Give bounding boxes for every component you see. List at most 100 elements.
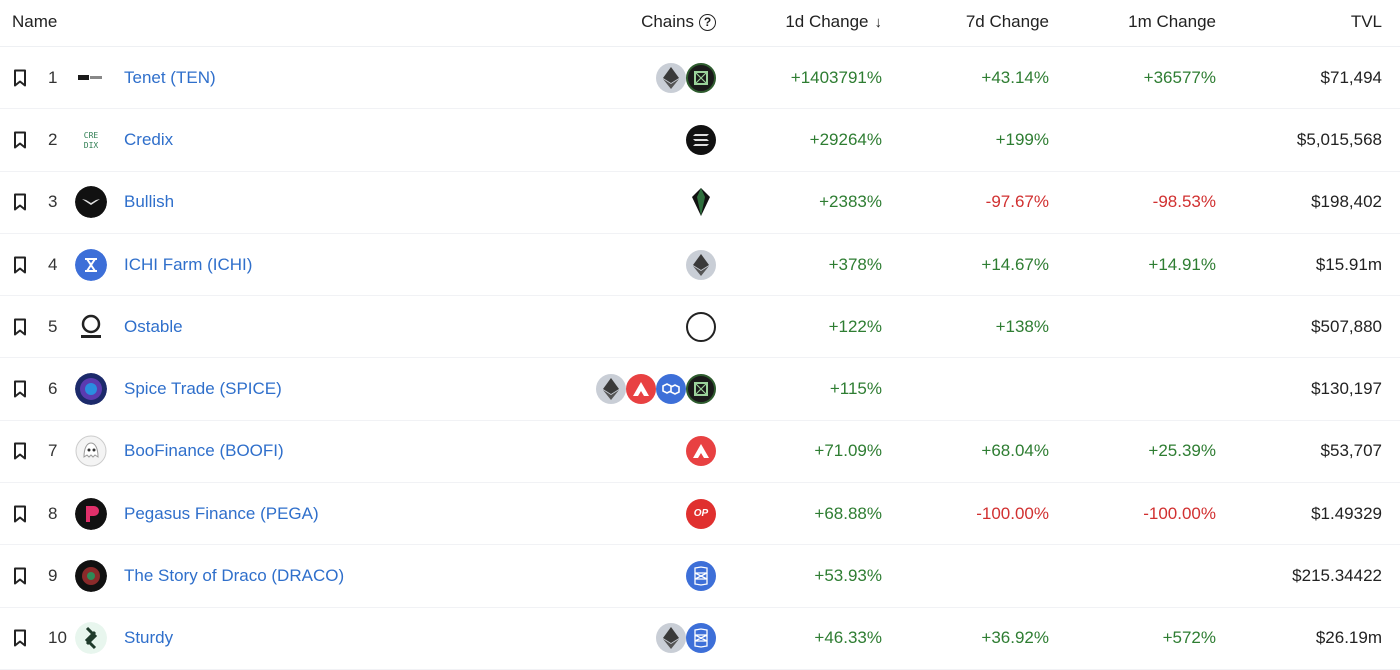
rank-number: 2 [48, 129, 58, 149]
rank-number: 10 [48, 628, 67, 648]
header-7d-change[interactable]: 7d Change [965, 12, 1049, 31]
change-1m: -98.53% [1152, 192, 1216, 212]
ethereum-icon[interactable] [596, 374, 626, 405]
boofi-logo [75, 435, 107, 467]
chain-icons [686, 561, 716, 592]
table-row[interactable]: 1 Tenet (TEN) +1403791% +43.14% +36577% … [0, 47, 1400, 110]
avalanche-icon[interactable] [686, 436, 716, 467]
table-body: 1 Tenet (TEN) +1403791% +43.14% +36577% … [0, 47, 1400, 670]
tvl-value: $26.19m [1315, 628, 1382, 648]
chain-icons [596, 374, 716, 405]
change-1d: +2383% [819, 192, 882, 212]
rank-number: 5 [48, 316, 58, 336]
bookmark-icon[interactable] [12, 193, 28, 211]
change-7d: +138% [995, 316, 1049, 336]
change-1m: +25.39% [1148, 441, 1216, 461]
protocol-name-link[interactable]: ICHI Farm (ICHI) [124, 254, 253, 274]
chain-icons [656, 623, 716, 654]
ethereum-icon[interactable] [656, 623, 686, 654]
rank-number: 1 [48, 67, 58, 87]
chain-icons [686, 187, 716, 217]
change-7d: +199% [995, 129, 1049, 149]
sturdy-logo [75, 622, 107, 655]
header-1d-label: 1d Change [785, 12, 869, 31]
svg-text:DIX: DIX [84, 141, 99, 150]
pegasus-logo [75, 497, 107, 530]
change-7d: +68.04% [981, 441, 1049, 461]
table-row[interactable]: 7 BooFinance (BOOFI) +71.09% +68.04% +25… [0, 421, 1400, 484]
chain-icons [656, 62, 716, 93]
fantom-icon[interactable] [686, 561, 716, 592]
help-icon[interactable]: ? [699, 13, 716, 31]
tenet-logo [75, 62, 107, 94]
protocol-name-link[interactable]: Tenet (TEN) [124, 67, 216, 87]
tvl-value: $130,197 [1311, 379, 1382, 399]
header-name[interactable]: Name [12, 12, 58, 31]
tvl-value: $15.91m [1315, 254, 1382, 274]
change-1d: +46.33% [814, 628, 882, 648]
protocol-name-link[interactable]: The Story of Draco (DRACO) [124, 566, 345, 586]
protocol-name-link[interactable]: Credix [124, 129, 174, 149]
table-row[interactable]: 10 Sturdy +46.33% +36.92% +572% $26.19m [0, 608, 1400, 670]
credix-logo: CRE DIX [75, 124, 107, 156]
chain-icons [686, 124, 716, 155]
solana-icon[interactable] [686, 124, 716, 155]
table-row[interactable]: 6 Spice Trade (SPICE) +115% $130,197 [0, 358, 1400, 421]
header-tvl[interactable]: TVL [1350, 12, 1382, 31]
table-row[interactable]: 2 CRE DIX Credix +29264% +199% $5,015,568 [0, 109, 1400, 172]
bookmark-icon[interactable] [12, 318, 28, 336]
protocol-name-link[interactable]: Sturdy [124, 628, 174, 648]
chain-icons [686, 311, 716, 342]
optimism-icon[interactable]: OP [686, 498, 716, 529]
bookmark-icon[interactable] [12, 505, 28, 523]
table-row[interactable]: 8 Pegasus Finance (PEGA) OP +68.88% -100… [0, 483, 1400, 546]
table-row[interactable]: 9 The Story of Draco (DRACO) +53.93% $21… [0, 545, 1400, 608]
header-chains-label: Chains [641, 12, 694, 31]
table-row[interactable]: 3 Bullish +2383% -97.67% -98.53% $198,40… [0, 172, 1400, 234]
protocol-name-link[interactable]: Bullish [124, 192, 175, 212]
rank-number: 9 [48, 566, 58, 586]
rank-number: 4 [48, 254, 58, 274]
bookmark-icon[interactable] [12, 256, 28, 274]
tenet-chain-icon[interactable] [686, 62, 716, 93]
tvl-value: $198,402 [1311, 192, 1382, 212]
tenet-chain-icon[interactable] [686, 374, 716, 405]
chain-icons: OP [686, 498, 716, 529]
bookmark-icon[interactable] [12, 380, 28, 398]
fantom-icon[interactable] [686, 623, 716, 654]
table-header: Name Chains ? 1d Change ↓ 7d Change 1m C… [0, 0, 1400, 47]
change-1d: +53.93% [814, 566, 882, 586]
header-chains: Chains ? [641, 12, 716, 32]
table-row[interactable]: 4 ICHI Farm (ICHI) +378% +14.67% +14.91%… [0, 234, 1400, 297]
eos-icon[interactable] [686, 187, 716, 217]
header-1m-change[interactable]: 1m Change [1128, 12, 1216, 31]
ethereum-icon[interactable] [656, 62, 686, 93]
tvl-value: $5,015,568 [1296, 129, 1382, 149]
chain-icons [686, 249, 716, 280]
change-7d: -100.00% [976, 503, 1049, 523]
bookmark-icon[interactable] [12, 629, 28, 647]
ethereum-icon[interactable] [686, 249, 716, 280]
protocol-name-link[interactable]: Ostable [124, 316, 183, 336]
bookmark-icon[interactable] [12, 131, 28, 149]
sort-down-arrow-icon: ↓ [874, 13, 883, 31]
protocol-name-link[interactable]: BooFinance (BOOFI) [124, 441, 284, 461]
bookmark-icon[interactable] [12, 567, 28, 585]
change-1m: +572% [1162, 628, 1216, 648]
bookmark-icon[interactable] [12, 442, 28, 460]
rank-number: 3 [48, 192, 58, 212]
obyte-icon[interactable] [686, 311, 716, 342]
bullish-logo [75, 186, 107, 219]
header-1d-change[interactable]: 1d Change ↓ [785, 12, 882, 32]
avalanche-icon[interactable] [626, 374, 656, 405]
protocol-name-link[interactable]: Pegasus Finance (PEGA) [124, 503, 319, 523]
protocol-name-link[interactable]: Spice Trade (SPICE) [124, 379, 282, 399]
tvl-value: $71,494 [1320, 67, 1382, 87]
polygon-icon[interactable] [656, 374, 686, 405]
bookmark-icon[interactable] [12, 69, 28, 87]
change-1d: +115% [829, 379, 882, 399]
ichi-logo [75, 248, 107, 281]
table-row[interactable]: 5 Ostable +122% +138% $507,880 [0, 296, 1400, 359]
change-7d: +14.67% [981, 254, 1049, 274]
